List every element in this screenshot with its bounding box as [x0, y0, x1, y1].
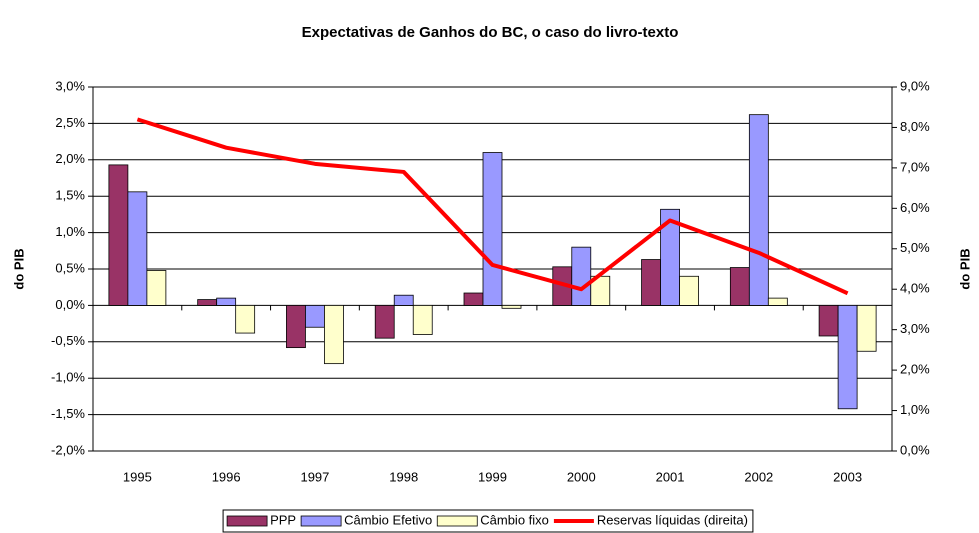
- y2-tick-label: 7,0%: [900, 159, 930, 174]
- x-tick-label: 1998: [389, 469, 418, 484]
- y2-tick-label: 5,0%: [900, 240, 930, 255]
- y-axis-label: do PIB: [11, 248, 26, 289]
- bar: [412, 304, 433, 335]
- legend-swatch: [226, 515, 268, 527]
- bar: [660, 208, 680, 306]
- y-tick-label: 1,5%: [55, 188, 85, 203]
- x-tick-label: 1995: [123, 469, 152, 484]
- legend-label: PPP: [270, 512, 296, 527]
- bar: [216, 297, 237, 306]
- y-tick-label: 0,5%: [55, 260, 85, 275]
- y-tick-label: 1,0%: [55, 224, 85, 239]
- bar: [748, 114, 769, 306]
- bar: [146, 270, 167, 306]
- bar: [235, 304, 256, 334]
- bar: [571, 246, 592, 306]
- x-tick-label: 2000: [567, 469, 596, 484]
- y2-tick-label: 8,0%: [900, 119, 930, 134]
- y-tick-label: 2,5%: [55, 115, 85, 130]
- bar: [856, 304, 877, 352]
- bar: [482, 152, 503, 306]
- bar: [393, 294, 414, 306]
- x-tick-label: 1996: [212, 469, 241, 484]
- bar: [837, 304, 858, 410]
- bar: [679, 275, 699, 306]
- y2-tick-label: 4,0%: [900, 281, 930, 296]
- bar: [463, 292, 484, 306]
- y2-tick-label: 0,0%: [900, 442, 930, 457]
- bar: [641, 259, 661, 306]
- y2-tick-label: 9,0%: [900, 78, 930, 93]
- bar: [127, 191, 148, 306]
- y2-tick-label: 2,0%: [900, 362, 930, 377]
- bar: [767, 297, 788, 306]
- y-tick-label: -0,5%: [51, 333, 85, 348]
- y-tick-label: 3,0%: [55, 78, 85, 93]
- y-tick-label: -1,5%: [51, 406, 85, 421]
- legend: PPP Câmbio Efetivo Câmbio fixo Reservas líq…: [222, 509, 754, 533]
- bar: [108, 164, 129, 306]
- bar: [729, 267, 750, 306]
- bar: [197, 299, 218, 306]
- bar: [305, 304, 325, 328]
- y2-tick-label: 6,0%: [900, 200, 930, 215]
- legend-box: [222, 509, 754, 533]
- y-tick-label: -2,0%: [51, 442, 85, 457]
- y2-tick-label: 3,0%: [900, 321, 930, 336]
- x-tick-label: 2001: [656, 469, 685, 484]
- bar: [501, 304, 522, 309]
- legend-swatch: [436, 515, 478, 527]
- legend-swatch: [300, 515, 342, 527]
- y2-axis-label: do PIB: [957, 248, 972, 289]
- y-tick-label: -1,0%: [51, 370, 85, 385]
- bar: [374, 304, 395, 339]
- bar: [818, 304, 839, 337]
- bar: [324, 304, 344, 365]
- bar: [286, 304, 306, 349]
- x-tick-label: 1997: [300, 469, 329, 484]
- x-tick-label: 1999: [478, 469, 507, 484]
- x-tick-label: 2002: [744, 469, 773, 484]
- legend-label: Reservas líquidas (direita): [597, 512, 748, 527]
- line: [136, 117, 849, 296]
- legend-label: Câmbio fixo: [480, 512, 549, 527]
- chart-title: Expectativas de Ganhos do BC, o caso do …: [302, 24, 679, 41]
- y2-tick-label: 1,0%: [900, 402, 930, 417]
- plot-border: [92, 86, 893, 452]
- x-tick-label: 2003: [833, 469, 862, 484]
- y-tick-label: 2,0%: [55, 151, 85, 166]
- y-tick-label: 0,0%: [55, 297, 85, 312]
- legend-label: Câmbio Efetivo: [344, 512, 432, 527]
